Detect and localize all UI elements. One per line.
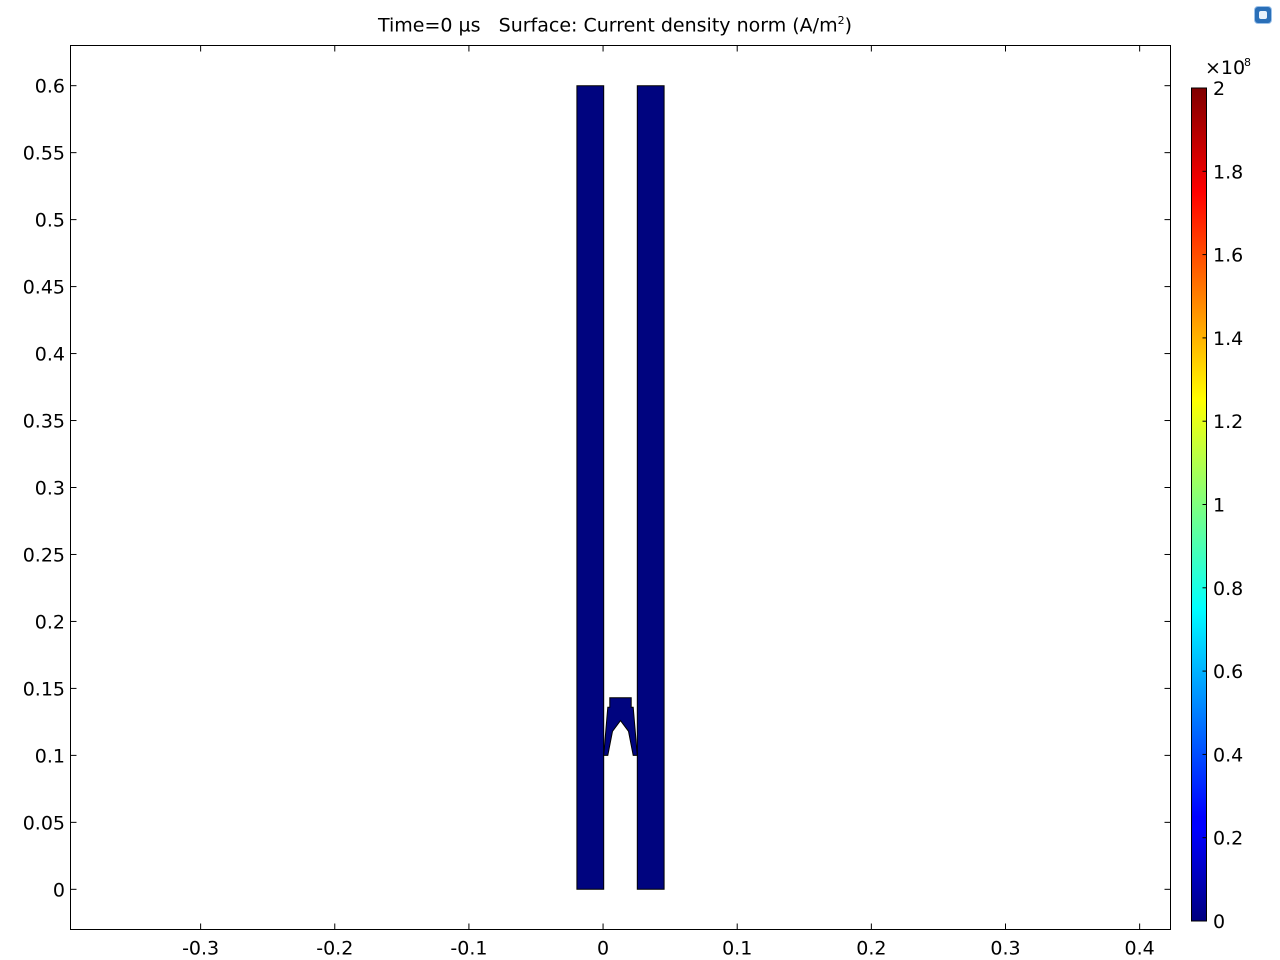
y-tick-label: 0.5: [35, 210, 65, 232]
colorbar-tick-label: 1.2: [1213, 411, 1243, 433]
y-tick-label: 0.3: [35, 478, 65, 500]
colorbar-tick-label: 1.4: [1213, 328, 1243, 350]
x-tick-label: 0.1: [722, 938, 752, 960]
title-close: ): [844, 14, 853, 37]
colorbar-tick-label: 2: [1213, 78, 1225, 100]
y-tick-label: 0.25: [23, 544, 65, 566]
y-tick-label: 0.15: [23, 678, 65, 700]
x-tick-label: 0.4: [1125, 938, 1155, 960]
y-tick-label: 0.1: [35, 745, 65, 767]
colorbar-tick-label: 0.2: [1213, 828, 1243, 850]
toolbar-icon[interactable]: [1255, 7, 1271, 23]
axis-layer: -0.3 -0.2 -0.1 0 0.1 0.2 0.3 0.4 0 0.05 0.1 0.15 0.2…: [23, 45, 1171, 960]
left-conductor: [576, 85, 605, 890]
title-exponent: 2: [837, 14, 845, 27]
y-tick-label: 0.55: [23, 143, 65, 165]
plot-title: Time=0 µs Surface: Current density norm …: [0, 14, 1230, 36]
x-tick-label: 0.3: [990, 938, 1020, 960]
title-surface: Surface: Current density norm (A/m: [498, 14, 838, 37]
x-tick-label: 0: [597, 938, 609, 960]
right-conductor: [636, 85, 665, 890]
y-tick-label: 0.2: [35, 611, 65, 633]
colorbar-tick-label: 1.8: [1213, 161, 1243, 183]
y-tick-label: 0.45: [23, 277, 65, 299]
x-tick-label: 0.2: [856, 938, 886, 960]
colorbar-tick-label: 0: [1213, 911, 1225, 933]
y-tick-label: 0.35: [23, 411, 65, 433]
y-tick-label: 0: [53, 879, 65, 901]
y-tick-label: 0.05: [23, 812, 65, 834]
colorbar-tick-label: 1: [1213, 495, 1225, 517]
colorbar-tick-label: 0.8: [1213, 578, 1243, 600]
colorbar: 0 0.2 0.4 0.6 0.8 1 1.2 1.4 1.6 1.8 2×108: [1191, 56, 1251, 933]
x-tick-label: -0.3: [182, 938, 219, 960]
colorbar-multiplier: ×10: [1205, 57, 1245, 79]
colorbar-tick-label: 0.6: [1213, 661, 1243, 683]
colorbar-tick-label: 1.6: [1213, 245, 1243, 267]
armature: [603, 697, 638, 756]
y-tick-label: 0.6: [35, 76, 65, 98]
x-tick-label: -0.1: [450, 938, 487, 960]
title-time: Time=0 µs: [377, 14, 481, 37]
x-tick-label: -0.2: [316, 938, 353, 960]
y-tick-label: 0.4: [35, 344, 65, 366]
colorbar-tick-label: 0.4: [1213, 744, 1243, 766]
colorbar-multiplier-exponent: 8: [1244, 56, 1251, 69]
geometry-layer: [576, 85, 665, 890]
plot-frame: [70, 45, 1171, 930]
